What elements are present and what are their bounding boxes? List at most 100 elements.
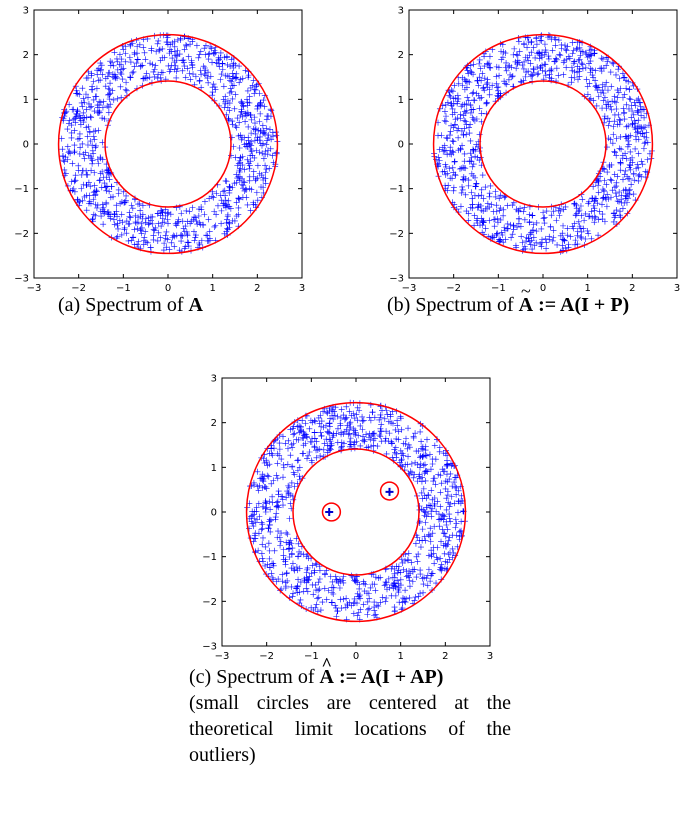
eigenvalue-point	[266, 516, 273, 523]
eigenvalue-point	[354, 404, 361, 411]
eigenvalue-point	[65, 120, 72, 127]
eigenvalue-point	[550, 227, 557, 234]
eigenvalue-point	[241, 166, 248, 173]
eigenvalue-point	[236, 63, 243, 70]
eigenvalue-point	[284, 445, 291, 452]
eigenvalue-point	[250, 479, 257, 486]
eigenvalue-point	[425, 552, 432, 559]
eigenvalue-point	[439, 144, 446, 151]
eigenvalue-point	[268, 445, 275, 452]
eigenvalue-point	[437, 555, 444, 562]
eigenvalue-point	[473, 180, 480, 187]
y-tick-label: −3	[389, 274, 404, 285]
eigenvalue-point	[155, 229, 162, 236]
eigenvalue-point	[604, 58, 611, 65]
eigenvalue-point	[230, 73, 237, 80]
eigenvalue-point	[289, 444, 296, 451]
eigenvalue-point	[250, 168, 257, 175]
eigenvalue-point	[222, 98, 229, 105]
eigenvalue-point	[474, 204, 481, 211]
eigenvalue-point	[79, 140, 86, 147]
eigenvalue-point	[622, 167, 629, 174]
eigenvalue-point	[110, 96, 117, 103]
eigenvalue-point	[254, 103, 261, 110]
eigenvalue-point	[359, 426, 366, 433]
eigenvalue-point	[417, 454, 424, 461]
eigenvalue-point	[428, 553, 435, 560]
eigenvalue-point	[468, 106, 475, 113]
eigenvalue-point	[260, 97, 267, 104]
eigenvalue-point	[79, 197, 86, 204]
caption-c-line-1: (c) Spectrum of ^ A := A(I + AP)	[189, 654, 511, 690]
eigenvalue-point	[271, 445, 278, 452]
eigenvalue-point	[475, 82, 482, 89]
eigenvalue-point	[464, 67, 471, 74]
eigenvalue-point	[391, 579, 398, 586]
eigenvalue-point	[123, 218, 130, 225]
eigenvalue-point	[497, 90, 504, 97]
x-tick-label: 2	[442, 651, 448, 662]
eigenvalue-point	[320, 446, 327, 453]
eigenvalue-point	[118, 211, 125, 218]
eigenvalue-point	[510, 223, 517, 230]
eigenvalue-point	[266, 165, 273, 172]
eigenvalue-point	[569, 39, 576, 46]
eigenvalue-point	[350, 610, 357, 617]
eigenvalue-point	[107, 62, 114, 69]
x-tick-label: −3	[215, 651, 230, 662]
eigenvalue-point	[279, 571, 286, 578]
eigenvalue-point	[291, 430, 298, 437]
eigenvalue-point	[177, 35, 184, 42]
eigenvalue-point	[179, 232, 186, 239]
eigenvalue-point	[236, 168, 243, 175]
eigenvalue-point	[391, 570, 398, 577]
eigenvalue-point	[250, 538, 257, 545]
eigenvalue-point	[276, 446, 283, 453]
eigenvalue-point	[232, 74, 239, 81]
eigenvalue-point	[139, 202, 146, 209]
eigenvalue-point	[486, 64, 493, 71]
eigenvalue-point	[254, 468, 261, 475]
eigenvalue-point	[467, 102, 474, 109]
eigenvalue-point	[479, 218, 486, 225]
eigenvalue-point	[254, 516, 261, 523]
eigenvalue-point	[344, 422, 351, 429]
eigenvalue-point	[547, 223, 554, 230]
eigenvalue-point	[90, 189, 97, 196]
eigenvalue-point	[577, 48, 584, 55]
eigenvalue-point	[338, 439, 345, 446]
eigenvalue-point	[421, 508, 428, 515]
eigenvalue-point	[303, 553, 310, 560]
eigenvalue-point	[76, 150, 83, 157]
eigenvalue-point	[149, 61, 156, 68]
eigenvalue-point	[357, 606, 364, 613]
eigenvalue-point	[120, 65, 127, 72]
eigenvalue-point	[139, 211, 146, 218]
x-tick-label: 1	[584, 283, 590, 294]
eigenvalue-point	[506, 62, 513, 69]
eigenvalue-point	[502, 80, 509, 87]
eigenvalue-point	[280, 552, 287, 559]
eigenvalue-point	[203, 232, 210, 239]
eigenvalue-point	[191, 237, 198, 244]
eigenvalue-point	[155, 37, 162, 44]
eigenvalue-point	[516, 48, 523, 55]
eigenvalue-point	[279, 474, 286, 481]
eigenvalue-point	[450, 184, 457, 191]
eigenvalue-point	[71, 149, 78, 156]
eigenvalue-point	[598, 55, 605, 62]
eigenvalue-point	[529, 212, 536, 219]
eigenvalue-point	[595, 232, 602, 239]
eigenvalue-point	[106, 96, 113, 103]
eigenvalue-point	[227, 63, 234, 70]
eigenvalue-point	[272, 514, 279, 521]
eigenvalue-point	[382, 435, 389, 442]
eigenvalue-point	[140, 75, 147, 82]
eigenvalue-point	[386, 430, 393, 437]
x-tick-label: 2	[629, 283, 635, 294]
caption-b-symbol: A	[518, 294, 534, 316]
eigenvalue-point	[576, 56, 583, 63]
eigenvalue-point	[602, 194, 609, 201]
eigenvalue-point	[462, 110, 469, 117]
eigenvalue-point	[230, 60, 237, 67]
